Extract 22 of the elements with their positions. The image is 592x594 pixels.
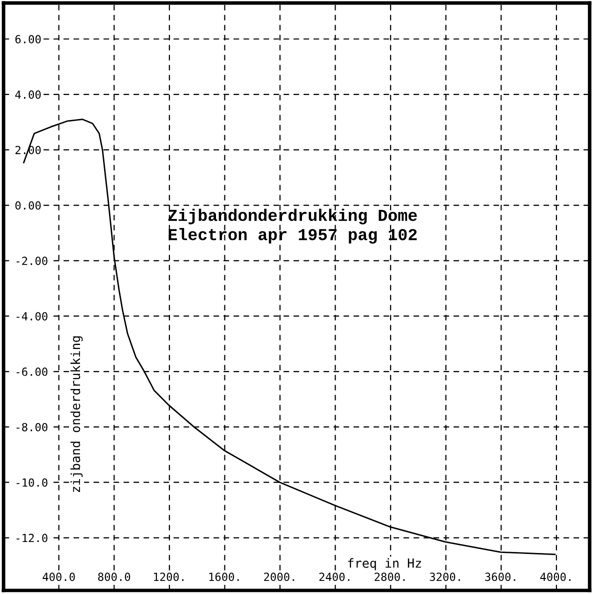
y-tick-label: 6.00: [15, 35, 41, 44]
y-tick-label: 4.00: [15, 90, 41, 99]
x-tick-label: 1600.: [209, 572, 239, 582]
x-tick-label: 3200.: [430, 572, 460, 582]
x-tick-label: 400.0: [42, 572, 75, 582]
x-tick-label: 2000.: [264, 572, 294, 582]
x-tick-label: 2400.: [319, 572, 350, 582]
y-tick-label: -12.0: [16, 534, 48, 542]
x-tick-label: 2800.: [374, 572, 405, 582]
y-axis-title: zijband onderdrukking: [70, 336, 83, 492]
y-tick-label: -6.00: [16, 368, 48, 376]
y-tick-label: -4.00: [16, 312, 48, 321]
x-tick-label: 3600.: [485, 572, 516, 582]
y-tick-label: -8.00: [16, 422, 48, 432]
y-tick-label: -2.00: [16, 256, 48, 266]
y-tick-label: 0.00: [15, 201, 41, 210]
x-axis-title: freq in Hz: [348, 558, 421, 570]
x-tick-label: 4000.: [540, 572, 571, 582]
x-tick-label: 800.0: [98, 572, 130, 582]
y-tick-label: -10.0: [16, 478, 48, 487]
x-tick-label: 1200.: [154, 572, 184, 582]
text: Zijbandonderdrukking Dome Electron apr 1957 pag 102: [168, 208, 417, 244]
